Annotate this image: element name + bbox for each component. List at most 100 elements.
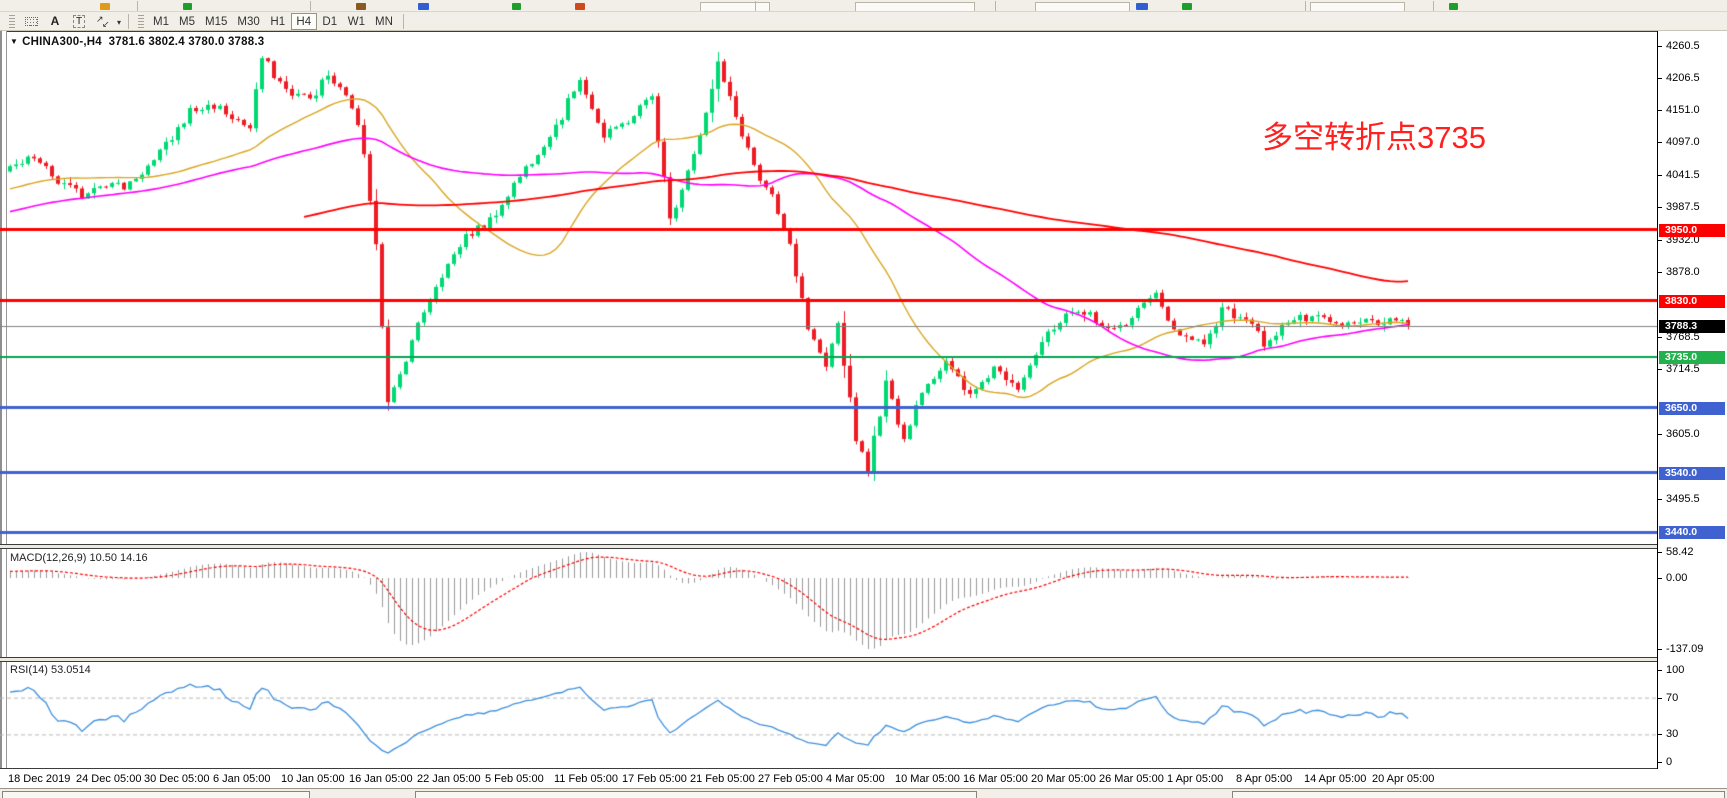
panel-border: [0, 768, 1727, 769]
text-t-glyph: T: [72, 14, 86, 28]
panel-splitter[interactable]: [0, 658, 1727, 661]
arrow-tools-icon[interactable]: ↗ ↙ ▾: [91, 13, 123, 30]
timeframe-button-M30[interactable]: M30: [232, 13, 264, 30]
date-tick-label: 10 Jan 05:00: [281, 773, 345, 785]
macd-panel-canvas[interactable]: [0, 549, 1657, 657]
cropped-button: [1035, 2, 1130, 11]
date-tick-label: 1 Apr 05:00: [1167, 773, 1224, 785]
chart-tab[interactable]: [1232, 791, 1725, 798]
axis-tick: [1658, 499, 1662, 500]
axis-tick: [1658, 649, 1662, 650]
grid-dots-icon[interactable]: [19, 13, 43, 30]
toolbar-separator: [1433, 1, 1434, 11]
timeframe-button-M5[interactable]: M5: [174, 13, 200, 30]
cropped-icon: [418, 3, 429, 10]
cropped-icon: [1136, 3, 1148, 10]
text-annotation-icon[interactable]: A: [43, 13, 67, 30]
timeframe-button-M15[interactable]: M15: [200, 13, 232, 30]
timeframe-button-H1[interactable]: H1: [265, 13, 291, 30]
chevron-down-icon: ▾: [116, 17, 121, 27]
rsi-tick-label: 100: [1666, 664, 1685, 676]
axis-tick: [1658, 207, 1662, 208]
axis-tick: [1658, 110, 1662, 111]
cropped-button: [1310, 2, 1405, 11]
macd-label: MACD(12,26,9) 10.50 14.16: [10, 552, 148, 564]
price-tick-label: 3768.5: [1666, 331, 1700, 343]
panel-border: [0, 548, 1727, 549]
timeframe-button-M1[interactable]: M1: [148, 13, 174, 30]
price-tick-label: 4151.0: [1666, 104, 1700, 116]
toolbar-separator: [755, 1, 756, 11]
price-level-badge: 3440.0: [1659, 526, 1725, 539]
axis-tick: [1658, 698, 1662, 699]
toolbar-separator: [995, 1, 996, 11]
date-tick-label: 10 Mar 05:00: [895, 773, 960, 785]
price-level-badge: 3950.0: [1659, 224, 1725, 237]
timeframe-button-H4[interactable]: H4: [290, 13, 317, 31]
date-tick-label: 8 Apr 05:00: [1236, 773, 1293, 785]
cropped-icon: [356, 3, 366, 10]
axis-tick: [1658, 369, 1662, 370]
axis-tick: [1658, 175, 1662, 176]
axis-tick: [1658, 46, 1662, 47]
toolbar-grip[interactable]: [9, 14, 15, 28]
price-tick-label: 3932.0: [1666, 234, 1700, 246]
main-chart-canvas[interactable]: [0, 31, 1657, 544]
axis-tick: [1658, 272, 1662, 273]
panel-splitter[interactable]: [0, 545, 1727, 548]
date-tick-label: 17 Feb 05:00: [622, 773, 687, 785]
timeframe-button-group: M1 M5 M15 M30 H1 H4 D1 W1 MN: [148, 12, 398, 31]
title-dropdown-icon[interactable]: ▼: [10, 37, 19, 46]
cropped-icon: [100, 3, 110, 10]
axis-tick: [1658, 78, 1662, 79]
price-tick-label: 4206.5: [1666, 72, 1700, 84]
tools-toolbar: A T ↗ ↙ ▾ M1 M5 M15 M30 H1 H4 D1 W1 MN: [0, 12, 1727, 31]
price-tick-label: 3495.5: [1666, 493, 1700, 505]
rsi-label: RSI(14) 53.0514: [10, 664, 91, 676]
price-axis[interactable]: 4260.5 4206.5 4151.0 4097.0 4041.5 3987.5 3932…: [1657, 31, 1727, 769]
rsi-tick-label: 30: [1666, 728, 1679, 740]
chart-tab[interactable]: [415, 791, 977, 798]
cropped-button: [700, 2, 770, 11]
cropped-button: [855, 2, 975, 11]
price-tick-label: 3605.0: [1666, 428, 1700, 440]
date-tick-label: 16 Mar 05:00: [963, 773, 1028, 785]
axis-tick: [1658, 578, 1662, 579]
toolbar-separator: [310, 1, 311, 11]
cropped-icon: [512, 3, 521, 10]
annotation-text: 多空转折点3735: [1262, 120, 1486, 155]
date-tick-label: 4 Mar 05:00: [826, 773, 885, 785]
price-tick-label: 3714.5: [1666, 363, 1700, 375]
arrow-down-left-icon: ↙: [102, 18, 110, 29]
symbol-label: CHINA300-,H4: [22, 36, 102, 48]
price-level-badge: 3540.0: [1659, 467, 1725, 480]
chart-tab[interactable]: [2, 791, 310, 798]
date-tick-label: 16 Jan 05:00: [349, 773, 413, 785]
cropped-icon: [183, 3, 192, 10]
macd-tick-label: 58.42: [1666, 546, 1694, 558]
text-label-icon[interactable]: T: [67, 13, 91, 30]
price-tick-label: 3987.5: [1666, 201, 1700, 213]
toolbar-grip[interactable]: [138, 14, 144, 28]
rsi-panel-canvas[interactable]: [0, 662, 1657, 768]
timeframe-button-D1[interactable]: D1: [317, 13, 343, 30]
timeframe-button-W1[interactable]: W1: [343, 13, 370, 30]
macd-tick-label: -137.09: [1666, 643, 1704, 655]
timeframe-button-MN[interactable]: MN: [370, 13, 398, 30]
rsi-tick-label: 0: [1666, 756, 1673, 768]
time-axis[interactable]: 18 Dec 2019 24 Dec 05:00 30 Dec 05:00 6 Jan…: [0, 769, 1727, 788]
date-tick-label: 6 Jan 05:00: [213, 773, 271, 785]
date-tick-label: 22 Jan 05:00: [417, 773, 481, 785]
toolbar-separator: [402, 13, 404, 29]
window-tab-bar[interactable]: [0, 788, 1727, 798]
price-level-badge: 3788.3: [1659, 320, 1725, 333]
macd-tick-label: 0.00: [1666, 572, 1688, 584]
price-tick-label: 3878.0: [1666, 266, 1700, 278]
cropped-toolbar[interactable]: [0, 0, 1727, 12]
axis-tick: [1658, 762, 1662, 763]
chart-title: ▼ CHINA300-,H4 3781.6 3802.4 3780.0 3788.…: [10, 36, 264, 48]
toolbar-separator: [1305, 1, 1306, 11]
date-tick-label: 26 Mar 05:00: [1099, 773, 1164, 785]
date-tick-label: 20 Mar 05:00: [1031, 773, 1096, 785]
